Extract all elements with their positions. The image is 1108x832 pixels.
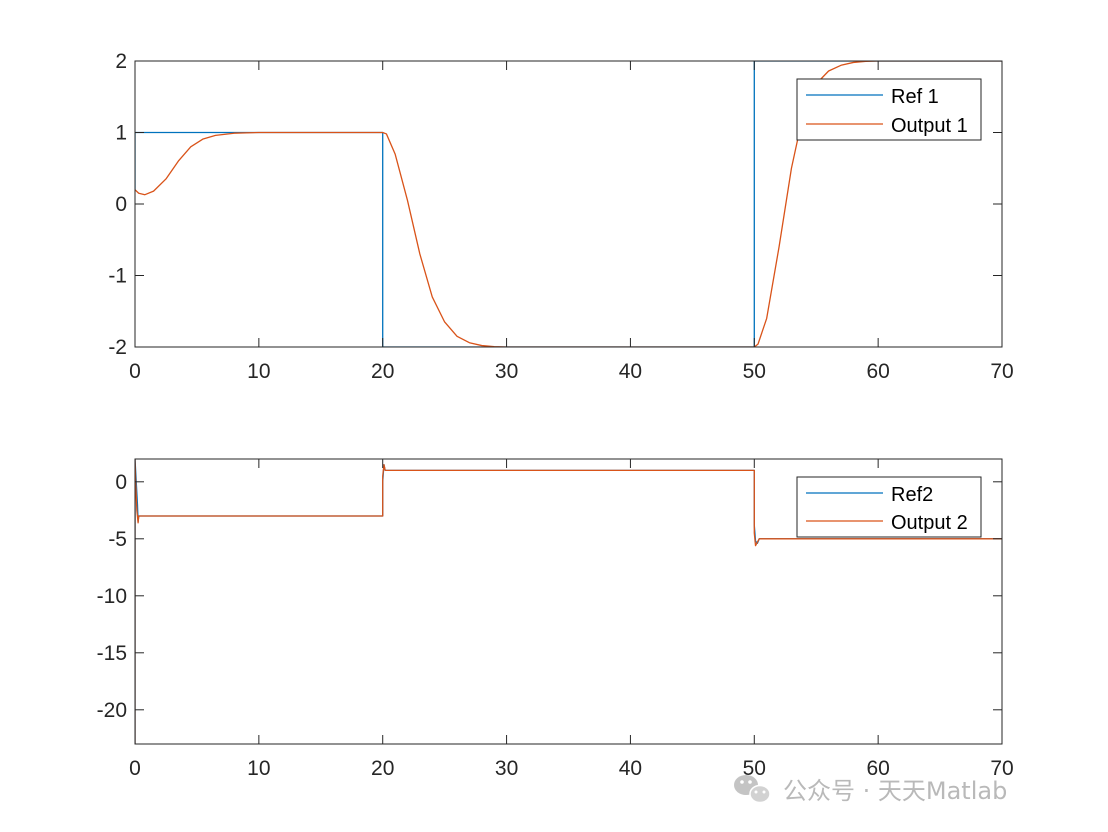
top-xtick-label: 70 (990, 360, 1013, 383)
top-axes: 0 10 20 30 40 50 60 70 -2 -1 0 1 2 Ref 1 Output 1 (108, 50, 1013, 383)
top-xtick-label: 40 (619, 360, 642, 383)
bottom-xtick-label: 40 (619, 757, 642, 780)
bottom-legend-box (796, 476, 982, 538)
bottom-ytick-label: -20 (97, 699, 127, 722)
top-xtick-label: 30 (495, 360, 518, 383)
top-legend-ref1-label: Ref 1 (891, 86, 939, 108)
top-xtick-label: 60 (866, 360, 889, 383)
bottom-xtick-label: 50 (743, 757, 766, 780)
bottom-ytick-label: -5 (108, 528, 127, 551)
top-xtick-label: 10 (247, 360, 270, 383)
bottom-xtick-label: 30 (495, 757, 518, 780)
bottom-ticks-layer: 0 10 20 30 40 50 60 70 -20 -15 -10 -5 0 (97, 459, 1014, 780)
top-legend-box (796, 78, 982, 141)
bottom-xtick-label: 0 (129, 757, 141, 780)
bottom-ytick-label: -10 (97, 585, 127, 608)
top-ytick-label: -2 (108, 336, 127, 359)
top-legend-output1-label: Output 1 (891, 115, 968, 137)
bottom-legend-ref2-label: Ref2 (891, 484, 933, 506)
top-xtick-label: 50 (743, 360, 766, 383)
top-ytick-label: 1 (115, 122, 127, 145)
top-ticks-layer: 0 10 20 30 40 50 60 70 -2 -1 0 1 2 (108, 50, 1013, 383)
bottom-ytick-label: -15 (97, 642, 127, 665)
bottom-xtick-label: 60 (866, 757, 889, 780)
bottom-series-layer (135, 459, 1002, 744)
bottom-legend: Ref2 Output 2 (796, 476, 982, 538)
watermark: 公众号 · 天天Matlab (734, 775, 1007, 805)
bottom-xtick-label: 20 (371, 757, 394, 780)
bottom-axes-box (134, 458, 1003, 745)
bottom-xtick-label: 10 (247, 757, 270, 780)
top-legend: Ref 1 Output 1 (796, 78, 982, 141)
top-ytick-label: 2 (115, 50, 127, 73)
wechat-icon (734, 775, 771, 804)
top-ytick-label: 0 (115, 193, 127, 216)
bottom-series-output-2-line (135, 459, 1002, 744)
top-xtick-label: 20 (371, 360, 394, 383)
top-xtick-label: 0 (129, 360, 141, 383)
bottom-xtick-label: 70 (990, 757, 1013, 780)
bottom-ytick-label: 0 (115, 471, 127, 494)
bottom-axes: 0 10 20 30 40 50 60 70 -20 -15 -10 -5 0 Ref2 Output … (97, 458, 1014, 780)
watermark-text: 公众号 · 天天Matlab (783, 777, 1007, 805)
bottom-legend-output2-label: Output 2 (891, 512, 968, 534)
top-ytick-label: -1 (108, 265, 127, 288)
